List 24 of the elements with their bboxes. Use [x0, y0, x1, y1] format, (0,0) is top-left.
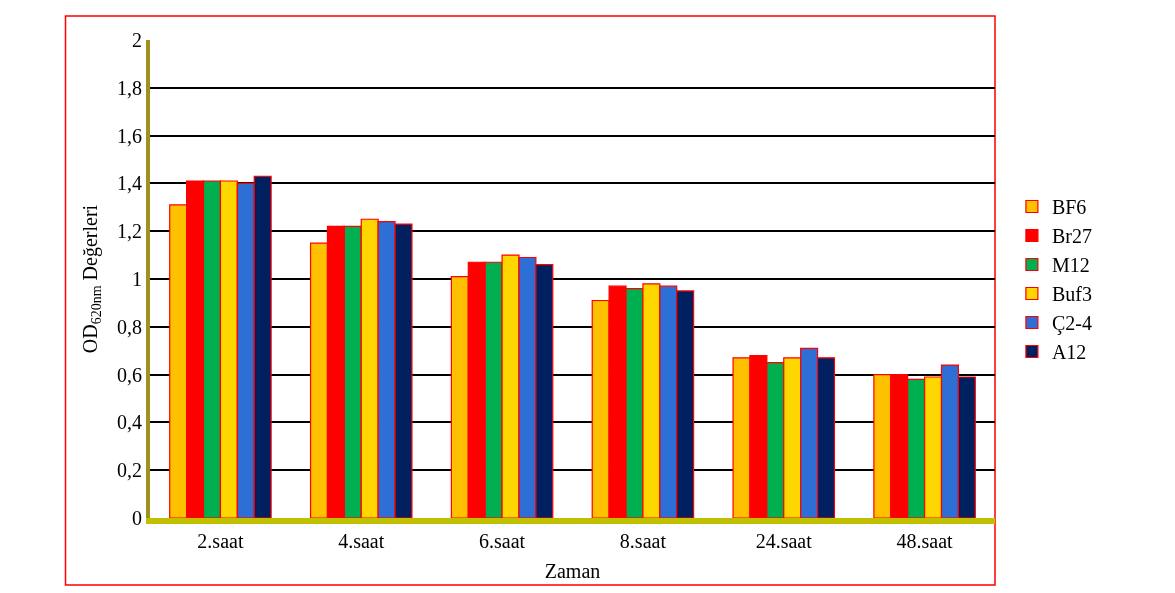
legend-label: BF6 — [1051, 196, 1087, 219]
x-tick-label: 24.saat — [755, 530, 813, 552]
y-tick-label: 1 — [132, 268, 142, 290]
legend-label: M12 — [1051, 254, 1090, 277]
y-tick-label: 0,6 — [117, 363, 142, 386]
legend-label: Br27 — [1051, 225, 1092, 248]
x-tick-label: 6.saat — [479, 530, 526, 552]
x-axis-title: Zaman — [544, 560, 601, 582]
y-tick-label: 0 — [132, 507, 142, 529]
legend-label: A12 — [1051, 341, 1087, 364]
y-tick-label: 2 — [132, 29, 142, 51]
y-tick-label: 1,8 — [117, 76, 142, 99]
y-tick-label: 1,6 — [117, 124, 142, 147]
y-tick-label: 0,8 — [117, 315, 142, 338]
x-tick-label: 8.saat — [619, 530, 667, 552]
legend-label: Buf3 — [1051, 283, 1092, 306]
y-tick-label: 1,2 — [117, 220, 142, 243]
y-tick-label: 1,4 — [117, 172, 142, 195]
y-tick-label: 0,2 — [117, 459, 142, 482]
legend-label: Ç2-4 — [1051, 312, 1092, 336]
y-tick-label: 0,4 — [117, 411, 142, 434]
x-tick-label: 48.saat — [896, 530, 954, 552]
x-tick-label: 4.saat — [338, 530, 385, 552]
x-tick-label: 2.saat — [197, 530, 244, 552]
